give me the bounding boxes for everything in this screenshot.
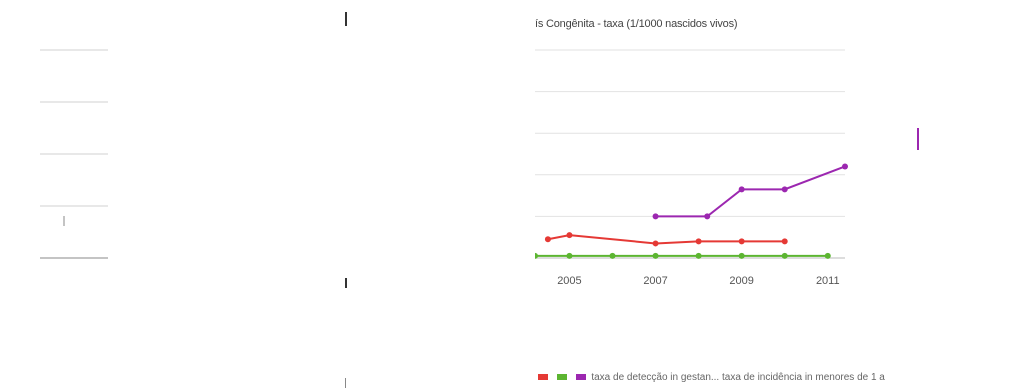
data-point (738, 238, 745, 245)
series-line-1 (547, 234, 785, 245)
series-group (532, 163, 848, 259)
mini-gridlines (40, 49, 108, 259)
data-point (704, 213, 711, 220)
data-point (566, 232, 573, 239)
legend: taxa de detecção in gestan... taxa de in… (535, 372, 885, 383)
data-point (544, 236, 551, 243)
data-point (842, 163, 848, 170)
left-axis-marker-legend (345, 378, 346, 388)
data-point (824, 252, 831, 259)
legend-swatch-red (538, 374, 548, 381)
data-point (652, 240, 659, 247)
data-point (781, 252, 788, 259)
data-point (695, 238, 702, 245)
right-edge-marker (917, 128, 919, 150)
mini-chart (40, 49, 108, 259)
series-line-2 (655, 165, 846, 218)
x-tick-labels: 2005 2007 2009 2011 (557, 275, 839, 287)
data-point (609, 252, 616, 259)
main-chart: ís Congênita - taxa (1/1000 nascidos viv… (532, 10, 855, 300)
left-axis-marker-top (345, 12, 347, 26)
x-tick-label: 2007 (643, 275, 667, 287)
data-point (652, 252, 659, 259)
legend-text: taxa de detecção in gestan... taxa de in… (591, 372, 885, 383)
data-point (738, 252, 745, 259)
x-tick-label: 2009 (729, 275, 753, 287)
data-point (738, 186, 745, 193)
legend-swatch-green (556, 374, 567, 381)
x-tick-label: 2005 (557, 275, 581, 287)
gridlines (535, 49, 845, 259)
legend-swatch-purple (575, 374, 586, 381)
data-point (695, 252, 702, 259)
chart-title: ís Congênita - taxa (1/1000 nascidos viv… (535, 18, 738, 30)
x-tick-label: 2011 (816, 275, 840, 287)
data-point (652, 213, 659, 220)
left-axis-marker-bottom (345, 278, 347, 288)
data-point (566, 252, 573, 259)
chart-svg: 2005 2007 2009 2011 (532, 49, 848, 287)
data-point (781, 186, 788, 193)
data-point (781, 238, 788, 245)
